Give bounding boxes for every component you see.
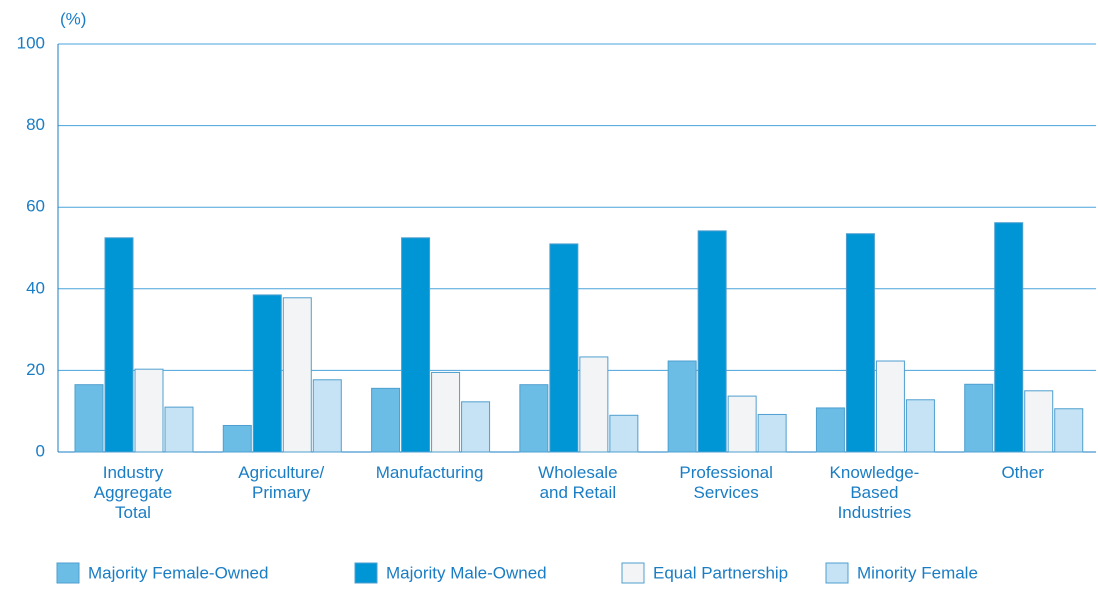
bar <box>282 297 312 453</box>
bar <box>371 387 401 453</box>
legend-label: Majority Female-Owned <box>88 563 268 582</box>
x-tick-label: Agriculture/ Primary <box>238 463 325 502</box>
legend-label: Majority Male-Owned <box>386 563 547 582</box>
bar <box>579 356 609 453</box>
x-tick-label: Professional Services <box>679 463 773 502</box>
y-tick-label: 100 <box>17 33 45 52</box>
legend-swatch <box>354 562 378 584</box>
legend-label: Minority Female <box>857 563 978 582</box>
x-tick-label: Manufacturing <box>375 463 484 482</box>
x-tick-label: Knowledge- Based Industries <box>829 463 920 522</box>
bar <box>431 371 461 453</box>
legend-label: Equal Partnership <box>653 563 788 582</box>
bar <box>727 395 757 453</box>
bar <box>519 384 549 453</box>
bar <box>994 222 1024 453</box>
y-tick-label: 40 <box>26 278 45 297</box>
y-tick-label: 0 <box>36 441 45 460</box>
bar <box>1054 408 1084 453</box>
bar <box>667 360 697 453</box>
bar <box>252 294 282 453</box>
bar <box>164 406 194 453</box>
y-tick-label: 80 <box>26 115 45 134</box>
bar <box>905 399 935 453</box>
bar <box>697 230 727 453</box>
bar <box>312 379 342 453</box>
bar <box>845 233 875 453</box>
legend-swatch <box>56 562 80 584</box>
bar <box>104 237 134 453</box>
bar <box>609 414 639 453</box>
bar <box>1024 390 1054 453</box>
y-tick-label: 20 <box>26 360 45 379</box>
x-tick-label: Other <box>1001 463 1044 482</box>
bar <box>875 360 905 453</box>
bar <box>134 368 164 453</box>
bar <box>74 384 104 453</box>
bar <box>549 243 579 453</box>
bar <box>815 407 845 453</box>
bar <box>461 401 491 453</box>
bar <box>222 424 252 453</box>
x-tick-label: Industry Aggregate Total <box>93 463 173 522</box>
legend-swatch <box>621 562 645 584</box>
y-tick-label: 60 <box>26 197 45 216</box>
y-axis-label: (%) <box>60 9 86 28</box>
bar <box>964 383 994 453</box>
bar <box>757 413 787 453</box>
legend-swatch <box>825 562 849 584</box>
x-tick-label: Wholesale and Retail <box>538 463 618 502</box>
bar <box>401 237 431 453</box>
